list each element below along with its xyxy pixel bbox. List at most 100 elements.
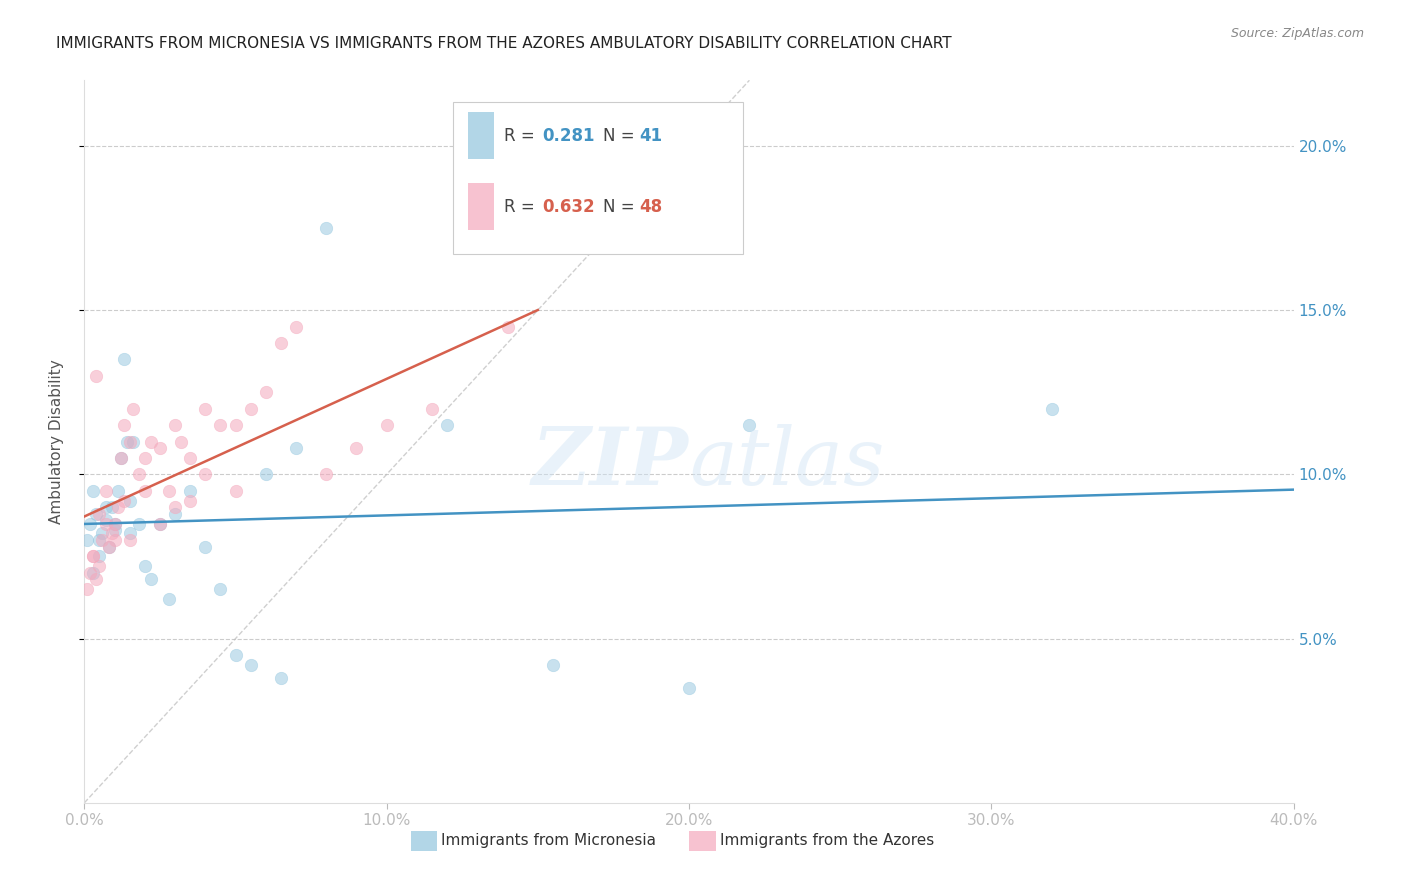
Point — [118, 434, 141, 449]
Point — [194, 467, 217, 482]
Point — [179, 450, 201, 465]
Point — [128, 516, 150, 531]
Text: 0.632: 0.632 — [543, 198, 595, 216]
Point — [82, 566, 104, 580]
Text: atlas: atlas — [689, 425, 884, 502]
Point — [149, 516, 172, 531]
Point — [76, 582, 98, 597]
Point — [179, 493, 201, 508]
Point — [375, 418, 398, 433]
Point — [100, 500, 122, 515]
Point — [89, 549, 111, 564]
Point — [110, 450, 132, 465]
Point — [225, 418, 247, 433]
Point — [134, 483, 156, 498]
Point — [225, 648, 247, 662]
Point — [104, 516, 127, 531]
Point — [134, 559, 156, 574]
Point — [436, 418, 458, 433]
Point — [91, 533, 114, 547]
Point — [128, 467, 150, 482]
Point — [97, 540, 120, 554]
Point — [285, 319, 308, 334]
Point — [86, 573, 108, 587]
Point — [254, 467, 277, 482]
Point — [100, 526, 122, 541]
Point — [86, 507, 108, 521]
Point — [738, 418, 761, 433]
Point — [165, 507, 187, 521]
Point — [678, 681, 700, 695]
Point — [165, 418, 187, 433]
Text: 41: 41 — [640, 127, 662, 145]
Point — [225, 483, 247, 498]
Point — [270, 671, 292, 685]
Point — [157, 592, 180, 607]
Point — [107, 500, 129, 515]
Point — [97, 540, 120, 554]
Point — [86, 368, 108, 383]
Point — [121, 401, 143, 416]
Point — [104, 533, 127, 547]
Point — [91, 526, 114, 541]
Point — [79, 566, 101, 580]
FancyBboxPatch shape — [453, 102, 744, 253]
Point — [209, 418, 232, 433]
Point — [82, 549, 104, 564]
Point — [170, 434, 193, 449]
Point — [112, 352, 135, 367]
Point — [79, 516, 101, 531]
FancyBboxPatch shape — [468, 112, 495, 159]
Point — [315, 467, 337, 482]
Text: IMMIGRANTS FROM MICRONESIA VS IMMIGRANTS FROM THE AZORES AMBULATORY DISABILITY C: IMMIGRANTS FROM MICRONESIA VS IMMIGRANTS… — [56, 36, 952, 51]
Point — [420, 401, 443, 416]
Point — [112, 418, 135, 433]
Point — [94, 483, 117, 498]
Point — [112, 493, 135, 508]
Point — [107, 483, 129, 498]
Text: Immigrants from the Azores: Immigrants from the Azores — [720, 833, 935, 848]
Text: 48: 48 — [640, 198, 662, 216]
Point — [110, 450, 132, 465]
Point — [496, 319, 519, 334]
Point — [179, 483, 201, 498]
Point — [139, 573, 162, 587]
Text: N =: N = — [603, 198, 640, 216]
Point — [541, 657, 564, 672]
Point — [118, 533, 141, 547]
Point — [194, 540, 217, 554]
Point — [94, 516, 117, 531]
Point — [118, 493, 141, 508]
Text: N =: N = — [603, 127, 640, 145]
Text: Source: ZipAtlas.com: Source: ZipAtlas.com — [1230, 27, 1364, 40]
Point — [115, 434, 138, 449]
Bar — [411, 831, 437, 851]
Point — [82, 549, 104, 564]
Text: ZIP: ZIP — [531, 425, 689, 502]
Text: R =: R = — [503, 127, 540, 145]
Text: Immigrants from Micronesia: Immigrants from Micronesia — [441, 833, 657, 848]
Point — [149, 441, 172, 455]
Point — [118, 526, 141, 541]
Point — [254, 385, 277, 400]
Point — [94, 513, 117, 527]
Point — [1040, 401, 1063, 416]
Point — [165, 500, 187, 515]
Bar — [689, 831, 716, 851]
Point — [139, 434, 162, 449]
Text: 0.281: 0.281 — [543, 127, 595, 145]
Point — [104, 523, 127, 537]
Point — [104, 516, 127, 531]
FancyBboxPatch shape — [468, 183, 495, 230]
Point — [82, 483, 104, 498]
Point — [239, 401, 262, 416]
Point — [239, 657, 262, 672]
Point — [94, 500, 117, 515]
Point — [149, 516, 172, 531]
Point — [270, 336, 292, 351]
Point — [157, 483, 180, 498]
Y-axis label: Ambulatory Disability: Ambulatory Disability — [49, 359, 63, 524]
Point — [315, 221, 337, 235]
Point — [76, 533, 98, 547]
Point — [209, 582, 232, 597]
